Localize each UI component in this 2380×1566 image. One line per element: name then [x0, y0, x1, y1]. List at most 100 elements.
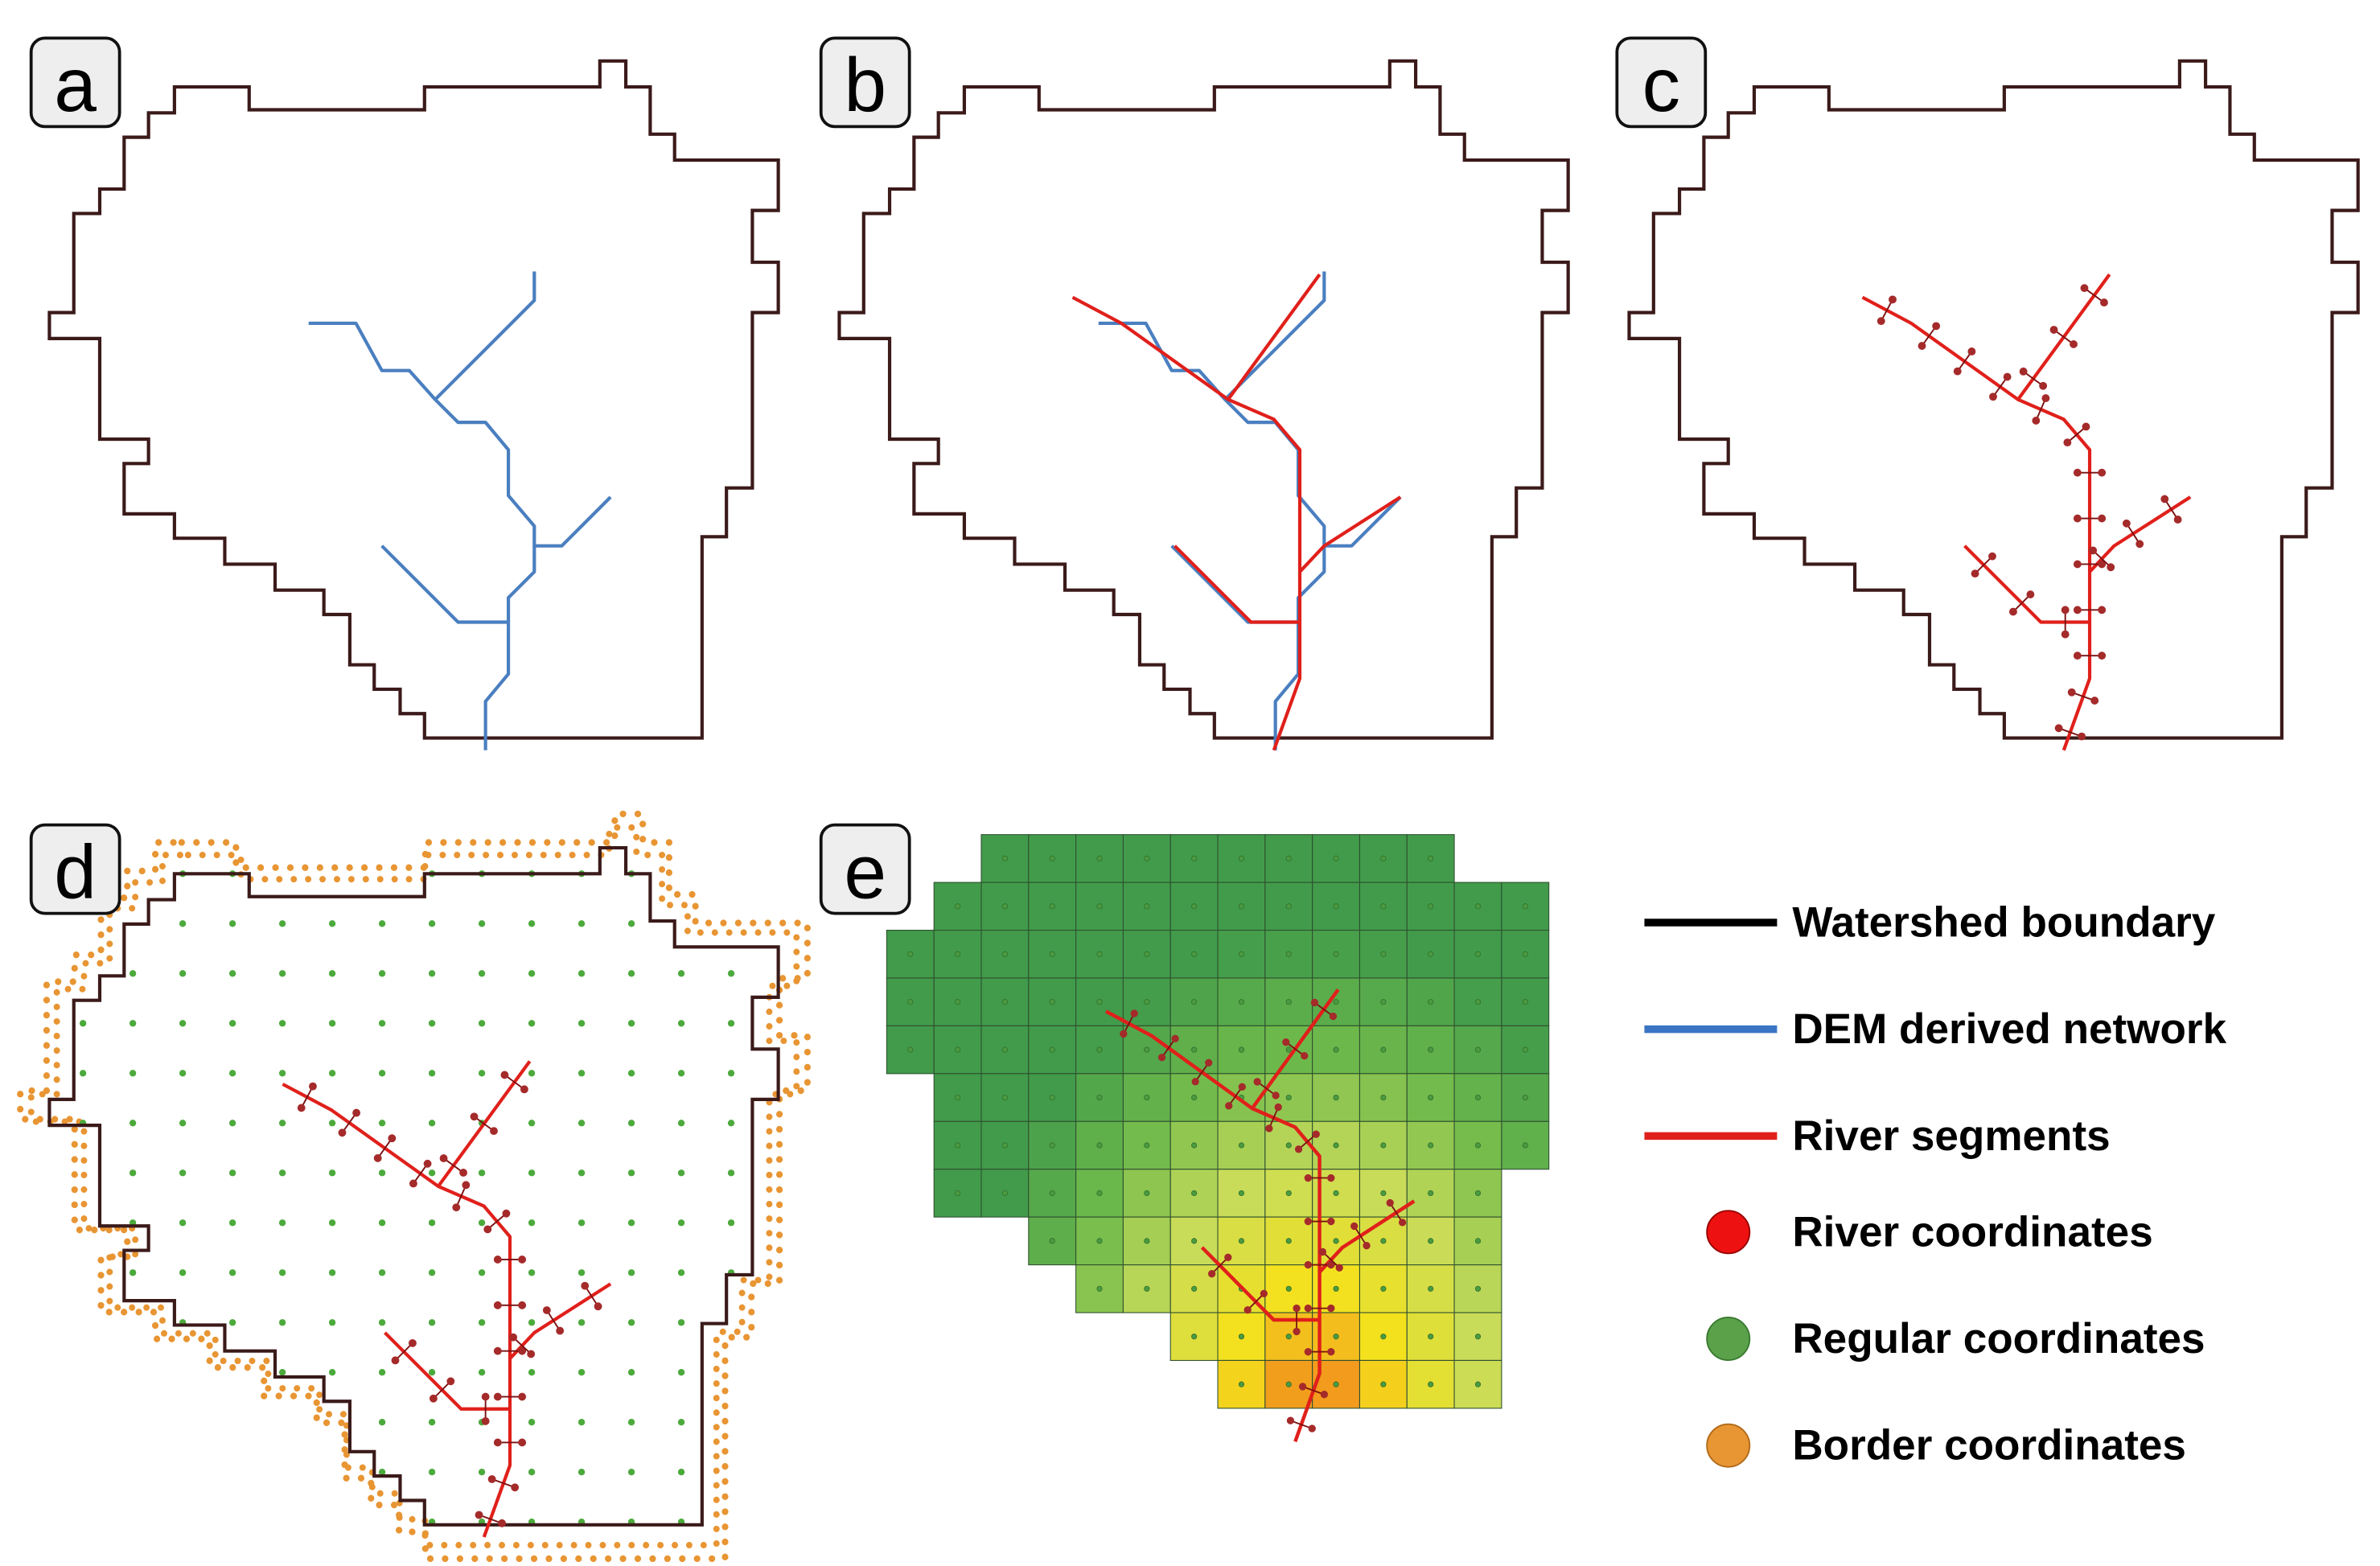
- cell-center: [1191, 1094, 1198, 1101]
- cell-center: [1096, 1190, 1103, 1197]
- cell-center: [1144, 1142, 1150, 1149]
- river-coordinate: [297, 1104, 306, 1112]
- cross-tie: [2066, 425, 2087, 443]
- river-coordinate: [518, 1256, 527, 1264]
- regular-coordinate: [179, 1020, 187, 1027]
- river-coordinate: [1238, 1083, 1246, 1091]
- river-coordinate: [493, 1392, 502, 1401]
- legend: Watershed boundary DEM derived network R…: [1644, 898, 2227, 1469]
- cross-tie: [1161, 1038, 1176, 1058]
- cell-center: [1380, 1381, 1387, 1387]
- regular-coordinate: [378, 1169, 386, 1177]
- regular-coordinate: [478, 1269, 486, 1276]
- river-coordinate: [1191, 1078, 1199, 1086]
- panel: b: [819, 36, 1570, 751]
- cell-center: [1144, 855, 1150, 861]
- cell-center: [1096, 951, 1103, 957]
- river-coordinate: [423, 1159, 432, 1168]
- river-coordinate: [1205, 1058, 1213, 1067]
- cell-center: [1474, 1285, 1482, 1292]
- cross-tie: [1956, 351, 1973, 372]
- watershed-boundary: [47, 845, 780, 1527]
- regular-coordinate: [428, 970, 436, 977]
- river-coordinate: [1298, 1383, 1307, 1391]
- cross-tie: [341, 1112, 357, 1133]
- river-coordinate: [1327, 1260, 1335, 1269]
- cross-tie: [1290, 1420, 1313, 1429]
- regular-coordinate: [528, 970, 536, 977]
- regular-coordinate: [478, 1219, 486, 1227]
- river-coordinate: [2054, 724, 2063, 733]
- river-coordinate: [2067, 688, 2076, 697]
- regular-coordinate: [677, 1020, 685, 1027]
- cell-center: [1380, 1190, 1387, 1197]
- regular-coordinate: [179, 1070, 187, 1077]
- cell-center: [907, 951, 914, 957]
- regular-coordinate: [528, 1020, 536, 1027]
- cell-center: [1001, 1046, 1008, 1053]
- cell-center: [1049, 1190, 1055, 1197]
- cell-center: [1380, 1334, 1387, 1340]
- cell-center: [1522, 903, 1528, 910]
- regular-coordinate: [278, 1120, 286, 1127]
- regular-coordinate: [228, 1219, 236, 1227]
- watershed-boundary: [1627, 59, 2360, 740]
- cell-center: [1001, 855, 1008, 861]
- regular-coordinate: [428, 1219, 436, 1227]
- cell-center: [1191, 1334, 1198, 1340]
- cell-center: [1238, 855, 1245, 861]
- network-line: [1317, 1199, 1416, 1274]
- regular-coordinate: [328, 1269, 336, 1276]
- river-coordinate: [1304, 1260, 1312, 1269]
- cell-center: [1380, 1238, 1387, 1244]
- regular-coordinate: [677, 970, 685, 977]
- river-coordinate: [511, 1483, 520, 1492]
- network-line: [1251, 1107, 1322, 1443]
- regular-coordinate: [478, 1070, 486, 1077]
- river-coordinate: [2090, 697, 2099, 705]
- river-coordinate: [493, 1256, 502, 1264]
- regular-coordinate: [328, 1319, 336, 1326]
- river-coordinate: [446, 1377, 455, 1386]
- regular-coordinate: [677, 1319, 685, 1326]
- regular-coordinate: [129, 1070, 137, 1077]
- cell-center: [1380, 903, 1387, 910]
- river-coordinate: [2173, 516, 2182, 524]
- watershed-boundary: [837, 59, 1570, 740]
- regular-coordinate: [129, 1169, 137, 1177]
- cross-tie: [2126, 523, 2141, 545]
- cross-tie: [1974, 556, 1993, 574]
- cell-center: [1144, 999, 1150, 1005]
- river-coordinate: [2098, 651, 2107, 660]
- cell-center: [1001, 951, 1008, 957]
- river-coordinate: [409, 1179, 417, 1188]
- network-line: [1963, 545, 2090, 624]
- regular-coordinate: [478, 1319, 486, 1326]
- regular-coordinate: [528, 1269, 536, 1276]
- river-coordinate: [1363, 1242, 1371, 1250]
- cell-center: [1380, 1046, 1387, 1053]
- river-coordinate: [556, 1326, 565, 1335]
- river-coordinate: [1265, 1124, 1273, 1132]
- legend-label: Border coordinates: [1792, 1422, 2186, 1469]
- river-coordinate: [1988, 552, 1996, 561]
- cell-center: [1238, 1190, 1245, 1197]
- cross-tie: [2164, 498, 2179, 520]
- cell-center: [1049, 1142, 1055, 1149]
- regular-coordinate: [428, 1419, 436, 1426]
- cell-center: [1238, 1238, 1245, 1244]
- regular-coordinate: [378, 1369, 386, 1376]
- cell-center: [1001, 1094, 1008, 1101]
- river-coordinate: [2061, 630, 2070, 639]
- cell-center: [1285, 1190, 1292, 1197]
- cell-center: [1428, 951, 1434, 957]
- river-coordinate: [2089, 546, 2098, 555]
- regular-coordinate: [378, 1219, 386, 1227]
- cell-center: [1380, 951, 1387, 957]
- regular-coordinate: [528, 1070, 536, 1077]
- river-coordinate: [490, 1127, 498, 1136]
- regular-coordinate: [528, 1120, 536, 1127]
- panel-label-box: [819, 36, 911, 129]
